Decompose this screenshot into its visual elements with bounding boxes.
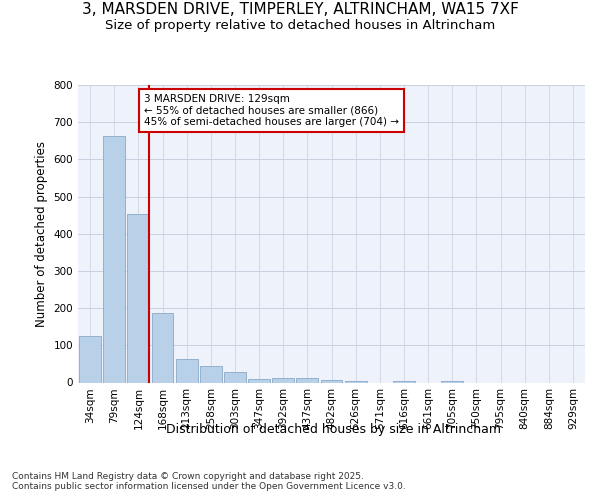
Bar xyxy=(320,380,343,382)
Text: 3, MARSDEN DRIVE, TIMPERLEY, ALTRINCHAM, WA15 7XF: 3, MARSDEN DRIVE, TIMPERLEY, ALTRINCHAM,… xyxy=(82,2,518,18)
Text: Contains HM Land Registry data © Crown copyright and database right 2025.: Contains HM Land Registry data © Crown c… xyxy=(12,472,364,481)
Bar xyxy=(200,366,221,382)
Text: Size of property relative to detached houses in Altrincham: Size of property relative to detached ho… xyxy=(105,19,495,32)
Bar xyxy=(393,380,415,382)
Bar xyxy=(103,136,125,382)
Bar xyxy=(176,360,197,382)
Bar xyxy=(224,372,246,382)
Text: Contains public sector information licensed under the Open Government Licence v3: Contains public sector information licen… xyxy=(12,482,406,491)
Bar xyxy=(127,214,149,382)
Text: 3 MARSDEN DRIVE: 129sqm
← 55% of detached houses are smaller (866)
45% of semi-d: 3 MARSDEN DRIVE: 129sqm ← 55% of detache… xyxy=(144,94,399,127)
Bar xyxy=(79,336,101,382)
Y-axis label: Number of detached properties: Number of detached properties xyxy=(35,141,48,327)
Bar xyxy=(248,379,270,382)
Bar xyxy=(152,312,173,382)
Bar xyxy=(272,378,294,382)
Text: Distribution of detached houses by size in Altrincham: Distribution of detached houses by size … xyxy=(166,422,500,436)
Bar xyxy=(296,378,318,382)
